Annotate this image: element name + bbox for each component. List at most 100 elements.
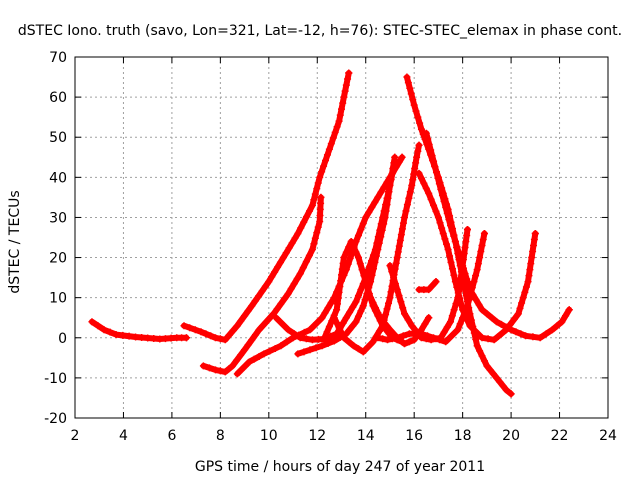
- data-point-marker: [502, 386, 510, 394]
- data-point-marker: [466, 322, 474, 330]
- data-point-marker: [434, 213, 442, 221]
- data-point-marker: [150, 334, 158, 342]
- data-point-marker: [510, 315, 518, 323]
- data-point-marker: [283, 338, 291, 346]
- data-point-marker: [346, 254, 354, 262]
- data-point-marker: [386, 262, 394, 270]
- data-point-marker: [466, 286, 474, 294]
- data-point-marker: [385, 188, 393, 196]
- data-point-marker: [362, 213, 370, 221]
- data-point-marker: [212, 366, 220, 374]
- data-point-marker: [297, 224, 305, 232]
- series-layer: [88, 69, 573, 398]
- data-point-marker: [383, 322, 391, 330]
- data-point-marker: [382, 311, 390, 319]
- data-point-marker: [385, 299, 393, 307]
- data-point-marker: [400, 340, 408, 348]
- plot-frame: [74, 56, 609, 419]
- data-point-marker: [446, 252, 454, 260]
- data-point-marker: [428, 282, 436, 290]
- data-point-marker: [480, 229, 488, 237]
- data-point-marker: [352, 298, 360, 306]
- data-point-marker: [406, 188, 414, 196]
- data-point-marker: [336, 283, 344, 291]
- data-point-marker: [280, 322, 288, 330]
- data-point-marker: [409, 176, 417, 184]
- data-point-marker: [392, 259, 400, 267]
- data-point-marker: [381, 213, 389, 221]
- data-point-marker: [528, 254, 536, 262]
- data-point-marker: [517, 330, 525, 338]
- data-point-marker: [458, 259, 466, 267]
- data-point-marker: [202, 330, 210, 338]
- data-point-marker: [374, 246, 382, 254]
- data-point-marker: [341, 87, 349, 95]
- data-point-marker: [338, 105, 345, 113]
- y-tick-label: -10: [44, 371, 67, 387]
- data-point-marker: [374, 193, 382, 201]
- data-point-marker: [393, 286, 401, 294]
- data-point-marker: [403, 201, 411, 209]
- data-point-marker: [268, 273, 276, 281]
- data-point-marker: [323, 328, 331, 336]
- data-point-marker: [521, 288, 529, 296]
- data-point-marker: [494, 332, 502, 340]
- data-point-marker: [364, 343, 372, 351]
- data-point-marker: [412, 107, 420, 115]
- series-trace: [403, 74, 515, 397]
- data-point-marker: [462, 238, 470, 246]
- data-point-marker: [335, 324, 343, 332]
- data-point-marker: [287, 285, 295, 293]
- data-point-marker: [303, 213, 311, 221]
- data-point-marker: [311, 234, 319, 242]
- data-point-marker: [484, 335, 492, 343]
- x-tick-label: 12: [308, 428, 326, 444]
- x-tick-label: 2: [71, 428, 80, 444]
- data-point-marker: [106, 328, 114, 336]
- data-point-marker: [380, 183, 388, 191]
- data-point-marker: [345, 69, 353, 77]
- data-point-marker: [241, 312, 249, 320]
- series-trace: [423, 130, 573, 341]
- data-point-marker: [358, 266, 366, 274]
- data-point-marker: [100, 326, 108, 334]
- data-point-marker: [439, 229, 447, 237]
- data-point-marker: [391, 157, 399, 165]
- data-point-marker: [290, 280, 298, 288]
- data-point-marker: [354, 312, 362, 320]
- data-point-marker: [410, 170, 418, 178]
- x-tick-label: 24: [599, 428, 617, 444]
- data-point-marker: [205, 364, 213, 372]
- data-point-marker: [455, 248, 463, 256]
- data-point-marker: [431, 163, 439, 171]
- data-point-marker: [425, 189, 433, 197]
- data-point-marker: [463, 298, 471, 306]
- data-point-marker: [519, 294, 527, 302]
- data-series: [415, 169, 539, 344]
- data-point-marker: [443, 209, 451, 217]
- data-point-marker: [498, 329, 506, 337]
- data-point-marker: [462, 292, 470, 300]
- data-point-marker: [329, 134, 337, 142]
- data-point-marker: [119, 331, 127, 339]
- data-point-marker: [405, 338, 413, 346]
- y-tick-label: 0: [58, 331, 67, 347]
- data-point-marker: [380, 220, 388, 228]
- x-tick-label: 22: [551, 428, 569, 444]
- data-point-marker: [272, 314, 280, 322]
- data-point-marker: [339, 319, 347, 327]
- data-point-marker: [284, 290, 292, 298]
- data-point-marker: [281, 295, 289, 303]
- data-point-marker: [522, 332, 530, 340]
- data-point-marker: [388, 268, 396, 276]
- data-point-marker: [221, 368, 229, 376]
- data-point-marker: [336, 111, 344, 119]
- y-axis-label: dSTEC / TECUs: [7, 190, 23, 293]
- data-point-marker: [463, 231, 471, 239]
- data-point-marker: [377, 188, 385, 196]
- data-point-marker: [308, 246, 316, 254]
- data-point-marker: [422, 335, 430, 343]
- data-point-marker: [441, 235, 449, 243]
- data-point-marker: [387, 175, 395, 183]
